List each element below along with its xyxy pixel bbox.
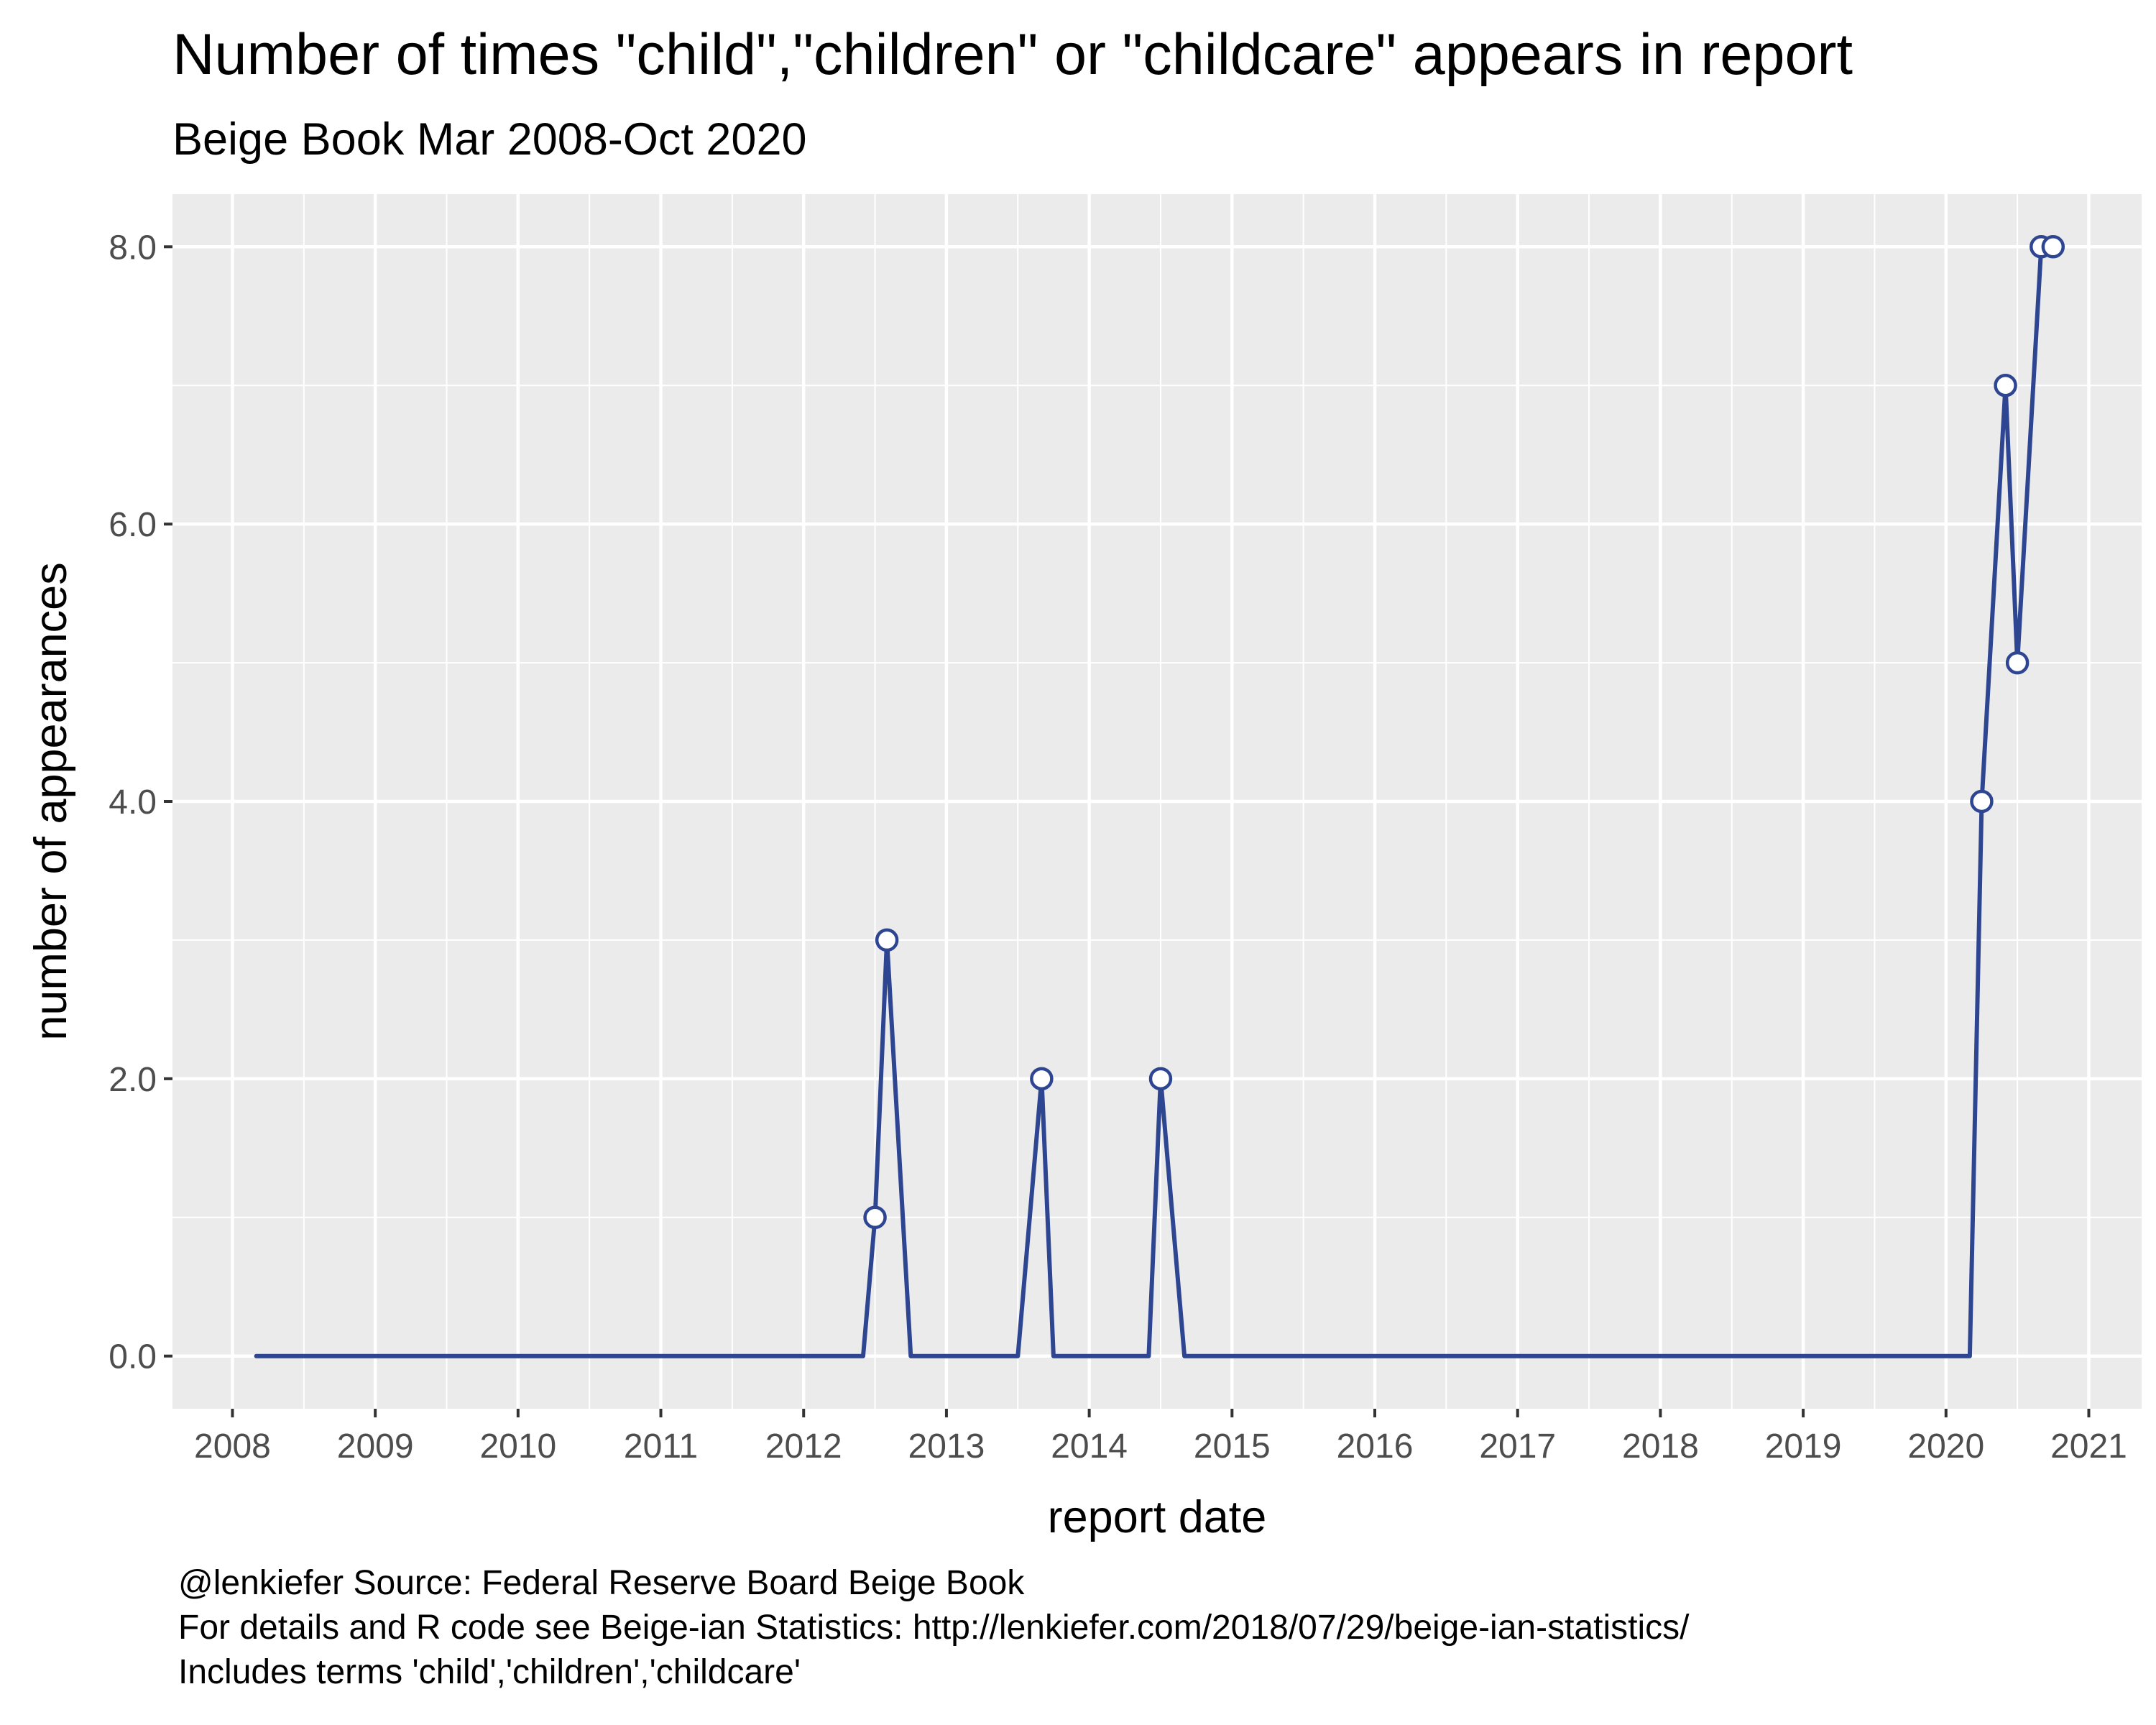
x-tick-label: 2008: [194, 1427, 271, 1466]
x-tick-label: 2012: [765, 1427, 842, 1466]
y-tick-label: 4.0: [109, 783, 157, 822]
x-tick-label: 2018: [1622, 1427, 1699, 1466]
caption-source: @lenkiefer Source: Federal Reserve Board…: [178, 1564, 1025, 1602]
x-tick-label: 2021: [2050, 1427, 2127, 1466]
y-tick-label: 2.0: [109, 1061, 157, 1099]
data-point: [1994, 373, 2017, 397]
chart-subtitle: Beige Book Mar 2008-Oct 2020: [172, 114, 807, 165]
x-tick-label: 2015: [1194, 1427, 1271, 1466]
data-point: [2041, 235, 2065, 259]
data-point: [863, 1205, 887, 1230]
y-axis: 0.0 2.0 4.0 6.0 8.0: [109, 229, 172, 1376]
data-point: [1148, 1067, 1173, 1091]
x-tick-label: 2017: [1479, 1427, 1556, 1466]
y-tick-label: 8.0: [109, 229, 157, 267]
data-point: [1030, 1067, 1054, 1091]
x-tick-label: 2020: [1907, 1427, 1984, 1466]
caption-details: For details and R code see Beige-ian Sta…: [178, 1609, 1690, 1647]
data-point: [1970, 789, 1994, 814]
gridlines: [172, 194, 2142, 1409]
x-tick-label: 2009: [337, 1427, 414, 1466]
x-axis: 2008 2009 2010 2011 2012 2013 2014 2015 2016 2017…: [194, 1409, 2127, 1466]
y-axis-title: number of appearances: [26, 562, 76, 1040]
series-layer: [254, 235, 2065, 1358]
data-point: [875, 928, 899, 952]
data-point: [2005, 650, 2030, 675]
x-tick-label: 2011: [624, 1427, 698, 1466]
y-tick-label: 6.0: [109, 506, 157, 544]
x-axis-title: report date: [1048, 1492, 1267, 1542]
caption-terms: Includes terms 'child','children','child…: [178, 1653, 801, 1691]
x-tick-label: 2013: [908, 1427, 985, 1466]
x-tick-label: 2016: [1337, 1427, 1414, 1466]
x-tick-label: 2019: [1765, 1427, 1842, 1466]
x-tick-label: 2014: [1051, 1427, 1128, 1466]
chart-title: Number of times "child","children" or "c…: [172, 22, 1853, 87]
y-tick-label: 0.0: [109, 1338, 157, 1376]
x-tick-label: 2010: [479, 1427, 556, 1466]
series-line: [254, 244, 2055, 1358]
